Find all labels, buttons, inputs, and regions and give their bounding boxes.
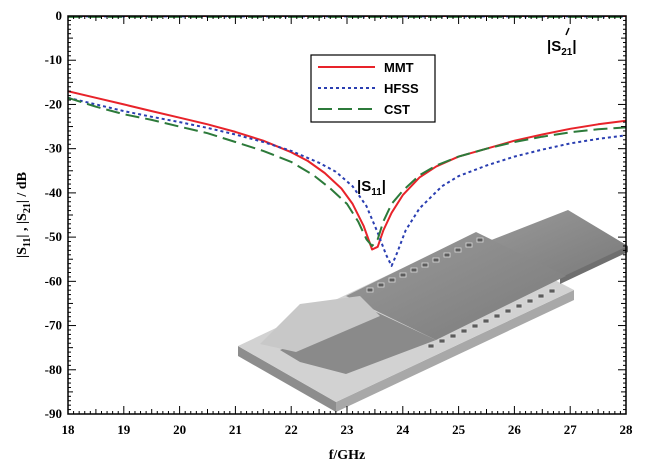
y-tick-label: -20 <box>45 96 62 111</box>
y-tick-label: -50 <box>45 229 62 244</box>
svg-text:|S21|: |S21| <box>547 38 577 58</box>
output-feed <box>476 210 628 278</box>
legend-label-mmt: MMT <box>384 60 414 75</box>
device-inset-image <box>238 210 628 412</box>
y-axis-title: |S11| , |S21| / dB <box>15 172 33 258</box>
substrate-side-right <box>336 290 574 412</box>
siw-top-metal <box>346 232 566 340</box>
y-tick-label: -40 <box>45 185 62 200</box>
annotation-s11-sub: 11 <box>371 187 382 198</box>
via-row-upper <box>366 237 484 293</box>
series-line-s11-hfss <box>68 96 626 267</box>
x-tick-label: 22 <box>285 422 298 437</box>
x-tick-label: 24 <box>396 422 410 437</box>
series-line-s11-cst <box>68 96 626 247</box>
axis-tick-labels: 18 19 20 21 22 23 24 25 26 27 28 0 -10 -20 -30 -40 -50 -6… <box>45 8 633 437</box>
input-taper <box>280 310 436 374</box>
x-tick-label: 21 <box>229 422 242 437</box>
y-tick-label: -80 <box>45 362 62 377</box>
legend-label-cst: CST <box>384 102 410 117</box>
x-tick-label: 23 <box>341 422 355 437</box>
x-tick-label: 26 <box>508 422 522 437</box>
legend: MMT HFSS CST <box>310 54 436 123</box>
annotation-s21-main: |S <box>547 38 561 55</box>
input-taper-light <box>260 296 380 352</box>
x-tick-label: 19 <box>117 422 131 437</box>
y-tick-label: -30 <box>45 141 62 156</box>
x-tick-label: 20 <box>173 422 186 437</box>
annotation-s21-end: | <box>572 38 576 55</box>
annotation-s21-sub: 21 <box>561 47 573 58</box>
y-tick-label: -90 <box>45 406 62 421</box>
svg-text:|S11|: |S11| <box>357 178 386 198</box>
annotation-s11-main: |S <box>357 178 371 195</box>
output-feed-edge <box>560 246 628 284</box>
y-tick-label: 0 <box>56 8 63 23</box>
annotation-s21: |S21| <box>547 27 577 58</box>
y-tick-label: -60 <box>45 273 62 288</box>
x-tick-label: 18 <box>62 422 76 437</box>
annotation-s11-end: | <box>382 178 386 195</box>
y-tick-label: -10 <box>45 52 62 67</box>
legend-label-hfss: HFSS <box>384 81 419 96</box>
x-tick-label: 27 <box>564 422 578 437</box>
via-row-lower <box>427 288 556 349</box>
annotation-s11: |S11| <box>357 178 386 198</box>
y-tick-label: -70 <box>45 318 62 333</box>
x-axis-title: f/GHz <box>329 448 366 463</box>
x-tick-label: 25 <box>452 422 466 437</box>
axis-ticks <box>67 15 627 415</box>
substrate-side-left <box>238 346 336 412</box>
annotation-s21-pointer <box>565 27 570 36</box>
x-tick-label: 28 <box>620 422 634 437</box>
